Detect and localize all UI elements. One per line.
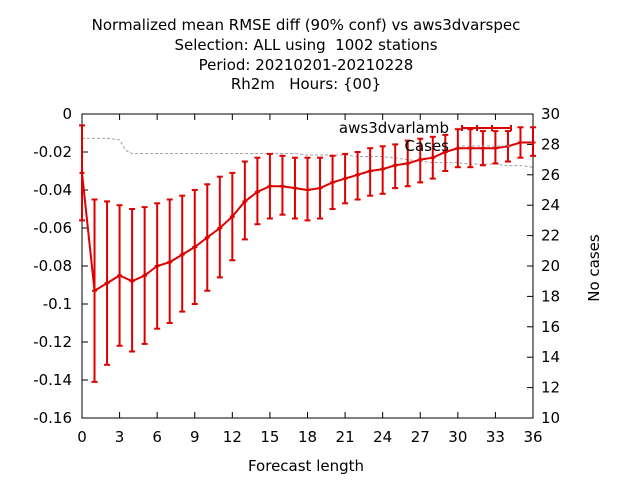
x-tick-label: 33 (486, 428, 505, 446)
y2-tick-label: 24 (541, 196, 560, 214)
y2-tick-label: 30 (541, 105, 560, 123)
y2-tick-label: 10 (541, 409, 560, 427)
x-tick-label: 12 (223, 428, 242, 446)
y2-tick-label: 22 (541, 227, 560, 245)
x-tick-label: 36 (523, 428, 542, 446)
legend: aws3dvarlamb Cases (339, 119, 512, 155)
y-tick-label: -0.08 (33, 257, 72, 275)
main-series (79, 124, 536, 383)
x-tick-label: 24 (373, 428, 392, 446)
y2-tick-label: 20 (541, 257, 560, 275)
legend-label-cases: Cases (404, 137, 449, 155)
axes: 0 3 6 9 12 15 18 21 24 27 30 33 360-0.02-0.04-0.06-0… (33, 105, 560, 446)
y2-axis-label: No cases (585, 234, 603, 302)
x-tick-label: 21 (336, 428, 355, 446)
x-tick-label: 30 (448, 428, 467, 446)
legend-label-main: aws3dvarlamb (339, 119, 449, 137)
y-tick-label: -0.14 (33, 371, 72, 389)
y-tick-label: -0.16 (33, 409, 72, 427)
y2-tick-label: 28 (541, 135, 560, 153)
chart-title-line-2: Selection: ALL using 1002 stations (174, 36, 438, 54)
y-tick-label: -0.04 (33, 181, 72, 199)
x-tick-label: 9 (190, 428, 200, 446)
y2-tick-label: 26 (541, 166, 560, 184)
y-tick-label: -0.02 (33, 143, 72, 161)
x-tick-label: 27 (411, 428, 430, 446)
x-tick-label: 15 (260, 428, 279, 446)
chart-title-line-1: Normalized mean RMSE diff (90% conf) vs … (91, 16, 521, 34)
x-tick-label: 18 (298, 428, 317, 446)
y-tick-label: 0 (62, 105, 72, 123)
chart-title-line-4: Rh2m Hours: {00} (230, 75, 382, 93)
y-tick-label: -0.06 (33, 219, 72, 237)
y2-tick-label: 18 (541, 287, 560, 305)
x-tick-label: 6 (152, 428, 162, 446)
x-tick-label: 3 (115, 428, 125, 446)
chart-title-line-3: Period: 20210201-20210228 (198, 56, 414, 74)
y2-tick-label: 14 (541, 348, 560, 366)
y-tick-label: -0.12 (33, 333, 72, 351)
y-tick-label: -0.1 (43, 295, 72, 313)
x-axis-label: Forecast length (248, 457, 364, 475)
y2-tick-label: 12 (541, 379, 560, 397)
x-tick-label: 0 (77, 428, 87, 446)
y2-tick-label: 16 (541, 318, 560, 336)
